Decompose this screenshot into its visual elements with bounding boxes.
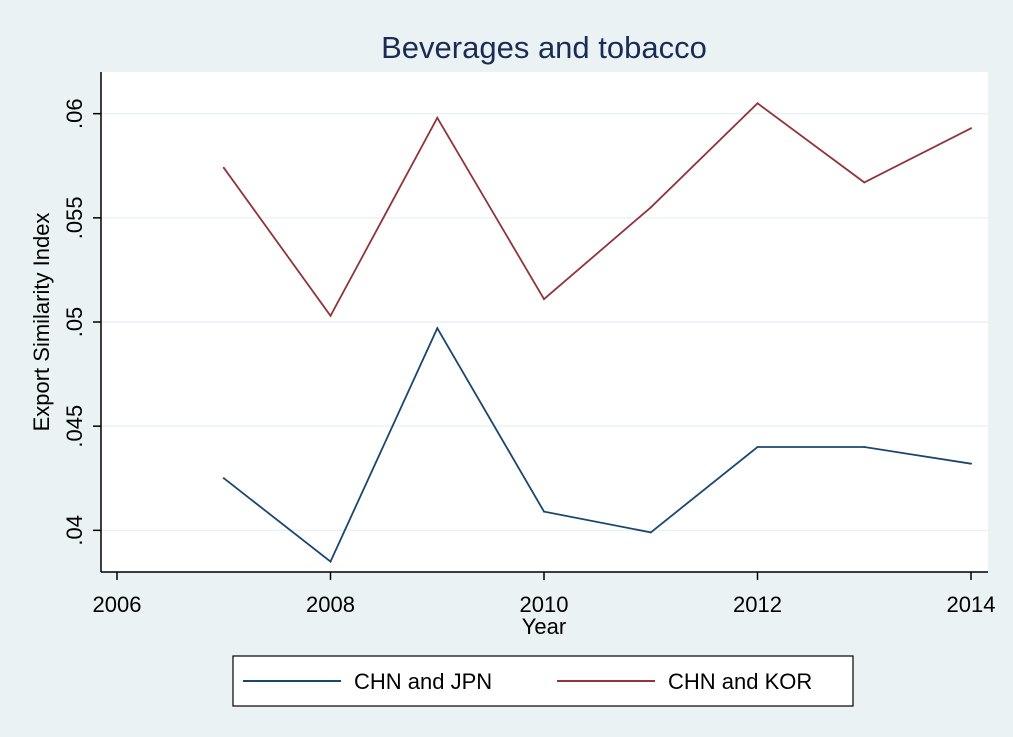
y-tick-label-1: .045 bbox=[62, 405, 87, 448]
data-point-chn-and-kor-2007 bbox=[222, 166, 225, 169]
legend-label-chn-kor: CHN and KOR bbox=[668, 669, 812, 694]
data-point-chn-and-jpn-2009 bbox=[436, 327, 439, 330]
data-point-chn-and-jpn-2011 bbox=[649, 531, 652, 534]
chart-title: Beverages and tobacco bbox=[381, 30, 707, 65]
data-point-chn-and-kor-2014 bbox=[970, 127, 972, 130]
data-point-chn-and-jpn-2008 bbox=[329, 560, 332, 563]
data-point-chn-and-jpn-2014 bbox=[970, 462, 972, 465]
x-tick-label-0: 2006 bbox=[93, 592, 142, 617]
legend-label-chn-jpn: CHN and JPN bbox=[354, 669, 492, 694]
data-point-chn-and-jpn-2013 bbox=[863, 446, 866, 448]
data-point-chn-and-kor-2010 bbox=[543, 298, 545, 301]
y-tick-label-0: .04 bbox=[62, 515, 87, 546]
x-tick-label-4: 2014 bbox=[947, 592, 996, 617]
data-point-chn-and-jpn-2010 bbox=[543, 510, 545, 513]
y-axis-ticks: .04 .045 .05 .055 .06 bbox=[62, 98, 101, 546]
x-axis-ticks: 2006 2008 2010 2012 2014 bbox=[93, 572, 996, 617]
y-tick-label-2: .05 bbox=[62, 307, 87, 338]
y-axis-title: Export Similarity Index bbox=[29, 213, 54, 432]
x-tick-label-2: 2010 bbox=[520, 592, 569, 617]
y-tick-label-3: .055 bbox=[62, 196, 87, 239]
x-tick-label-3: 2012 bbox=[733, 592, 782, 617]
data-point-chn-and-kor-2011 bbox=[649, 206, 652, 209]
data-point-chn-and-kor-2012 bbox=[756, 102, 759, 105]
data-point-chn-and-kor-2009 bbox=[436, 116, 439, 119]
series-layer bbox=[222, 102, 972, 564]
x-axis-title: Year bbox=[522, 614, 566, 639]
data-point-chn-and-kor-2013 bbox=[863, 181, 866, 184]
y-tick-label-4: .06 bbox=[62, 98, 87, 129]
x-tick-label-1: 2008 bbox=[306, 592, 355, 617]
legend: CHN and JPN CHN and KOR bbox=[232, 655, 854, 707]
series-line-chn-and-kor bbox=[223, 102, 972, 318]
series-line-chn-and-jpn bbox=[223, 326, 972, 564]
data-point-chn-and-kor-2008 bbox=[329, 314, 332, 317]
data-point-chn-and-jpn-2007 bbox=[222, 477, 225, 480]
data-point-chn-and-jpn-2012 bbox=[756, 446, 759, 448]
grid-lines bbox=[101, 112, 988, 532]
